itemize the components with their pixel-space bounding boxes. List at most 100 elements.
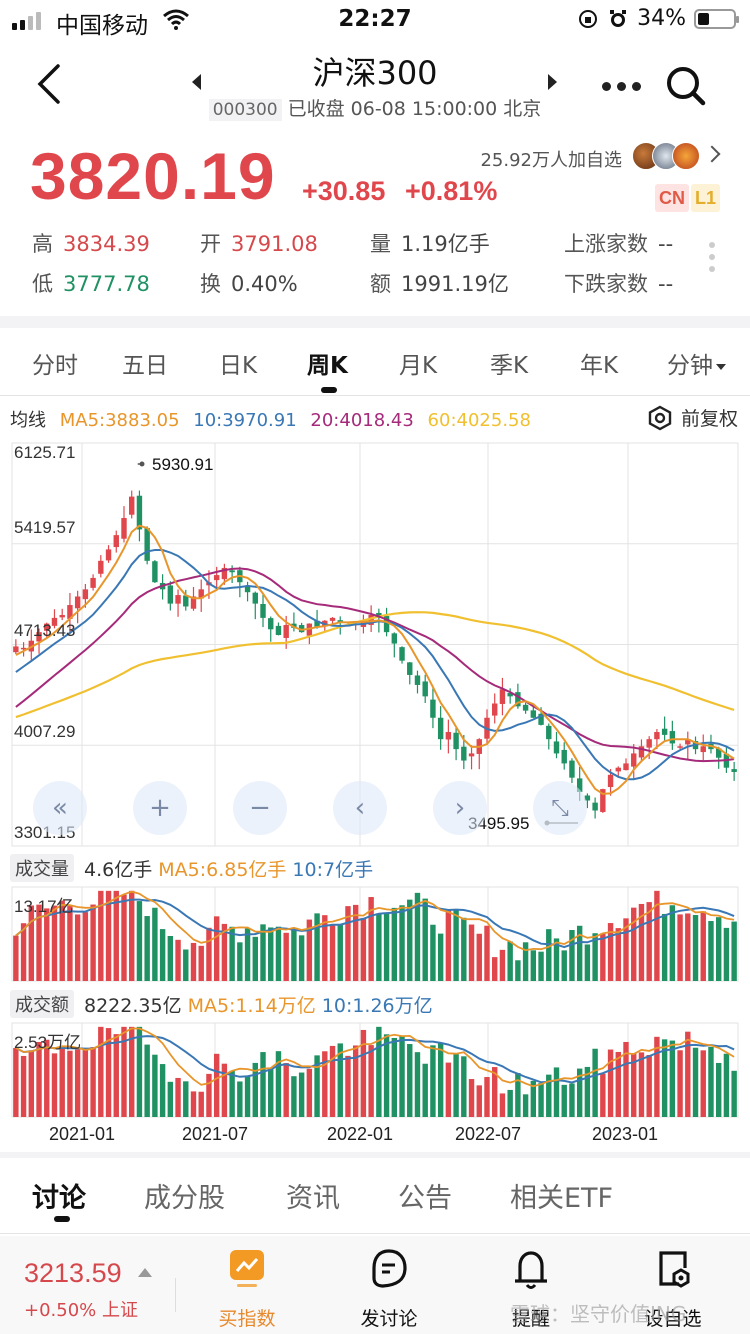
volume-chart[interactable] — [0, 886, 750, 984]
section-divider — [0, 1152, 750, 1158]
x-axis: 2021-01 2021-07 2022-01 2022-07 2023-01 — [0, 1124, 750, 1150]
active-tab-indicator — [54, 1216, 70, 1222]
tab-monthly-k[interactable]: 月K — [399, 353, 438, 379]
amount-chart[interactable] — [0, 1022, 750, 1120]
add-watchlist-label: 设自选 — [644, 1308, 702, 1330]
level-badge-l1: L1 — [691, 184, 721, 212]
volume-ma10: 10:7亿手 — [292, 858, 374, 881]
next-stock-button[interactable] — [548, 74, 557, 90]
amount-legend: 成交额 8222.35亿 MA5:1.14万亿 10:1.26万亿 — [10, 990, 439, 1018]
double-chevron-left-icon: « — [52, 793, 68, 823]
ma60-value: 60:4025.58 — [427, 410, 531, 431]
tab-weekly-k[interactable]: 周K — [307, 353, 348, 379]
tab-constituents[interactable]: 成分股 — [144, 1183, 225, 1214]
expand-stats-icon[interactable] — [709, 242, 715, 272]
adjust-label: 前复权 — [680, 408, 738, 430]
volume-tag[interactable]: 成交量 — [10, 854, 74, 882]
alert-label: 提醒 — [511, 1308, 550, 1330]
sh-index-price[interactable]: 3213.59 — [24, 1258, 122, 1288]
divider — [175, 1278, 176, 1312]
tab-five-day[interactable]: 五日 — [122, 353, 168, 379]
alert-button[interactable]: 提醒 — [476, 1248, 586, 1331]
amount-value: 8222.35亿 — [84, 994, 182, 1017]
tab-quarterly-k[interactable]: 季K — [490, 353, 529, 379]
amount-ma5: MA5:1.14万亿 — [187, 994, 316, 1017]
page-title: 沪深300 — [312, 54, 438, 92]
fullscreen-button[interactable]: ⤡ — [533, 781, 587, 835]
stat-advancers: 上涨家数 -- — [564, 232, 674, 256]
x-tick: 2021-07 — [181, 1124, 249, 1144]
prev-button[interactable]: ‹ — [333, 781, 387, 835]
followers-count[interactable]: 25.92万人加自选 — [480, 150, 622, 171]
caret-down-icon — [716, 363, 726, 370]
tab-yearly-k[interactable]: 年K — [580, 353, 619, 379]
stat-amount: 额 1991.19亿 — [370, 272, 509, 296]
section-divider — [0, 316, 750, 328]
tab-intraday[interactable]: 分时 — [32, 353, 78, 379]
price-change: +30.85 — [302, 176, 386, 206]
chevron-right-icon[interactable] — [703, 145, 721, 163]
nav-header: 沪深300 000300 已收盘 06-08 15:00:00 北京 — [0, 44, 750, 126]
price-change-pct: +0.81% — [405, 176, 498, 206]
content-tabs: 讨论 成分股 资讯 公告 相关ETF — [0, 1160, 750, 1234]
post-discussion-button[interactable]: 发讨论 — [334, 1248, 444, 1331]
adjust-toggle[interactable]: 前复权 — [647, 404, 738, 431]
battery-percent: 34% — [637, 6, 686, 31]
battery-icon — [694, 8, 739, 29]
ma10-value: 10:3970.91 — [193, 410, 297, 431]
alarm-icon — [610, 9, 627, 27]
ma-legend-title: 均线 — [10, 410, 46, 431]
market-badge-cn: CN — [655, 184, 689, 212]
y-tick: 6125.71 — [14, 443, 76, 462]
tab-minute[interactable]: 分钟 — [667, 346, 726, 380]
avatar — [672, 142, 700, 170]
candlestick-chart[interactable] — [0, 440, 750, 850]
follower-avatars[interactable] — [632, 142, 700, 170]
wifi-icon — [163, 9, 189, 30]
stat-high: 高 3834.39 — [32, 232, 150, 256]
x-tick: 2022-01 — [326, 1124, 394, 1144]
signal-icon — [12, 12, 41, 30]
rotation-lock-icon — [579, 9, 598, 28]
prev-stock-button[interactable] — [192, 74, 201, 90]
expand-icon: ⤡ — [551, 795, 569, 821]
ma20-value: 20:4018.43 — [310, 410, 414, 431]
x-tick: 2023-01 — [591, 1124, 659, 1144]
zoom-in-button[interactable]: + — [133, 781, 187, 835]
more-menu-icon[interactable] — [602, 82, 641, 91]
search-icon[interactable] — [664, 64, 708, 108]
y-tick: 5419.57 — [14, 518, 76, 537]
stat-volume: 量 1.19亿手 — [370, 232, 490, 256]
buy-index-label: 买指数 — [218, 1308, 276, 1330]
tab-news[interactable]: 资讯 — [286, 1183, 340, 1214]
period-tabs: 分时 五日 日K 周K 月K 季K 年K 分钟 — [0, 330, 750, 396]
add-watchlist-button[interactable]: 设自选 — [618, 1248, 728, 1331]
tab-discussion[interactable]: 讨论 — [32, 1183, 86, 1214]
tab-related-etf[interactable]: 相关ETF — [510, 1183, 614, 1214]
zoom-out-button[interactable]: − — [233, 781, 287, 835]
tab-announcements[interactable]: 公告 — [398, 1183, 452, 1214]
next-button[interactable]: › — [433, 781, 487, 835]
chevron-right-icon: › — [454, 793, 466, 823]
watermark: 雪球：坚守价值ING — [510, 1302, 687, 1326]
back-button[interactable] — [32, 62, 66, 106]
bell-icon — [515, 1251, 547, 1289]
fast-back-button[interactable]: « — [33, 781, 87, 835]
up-triangle-icon — [138, 1268, 152, 1277]
market-status: 000300 已收盘 06-08 15:00:00 北京 — [0, 94, 750, 121]
stat-low: 低 3777.78 — [32, 272, 150, 296]
buy-index-button[interactable]: 买指数 — [192, 1248, 302, 1331]
market-status-text: 已收盘 06-08 15:00:00 北京 — [287, 98, 542, 120]
active-tab-indicator — [321, 387, 337, 393]
settings-hex-icon — [648, 405, 672, 430]
volume-max-label: 13.17亿 — [14, 897, 74, 916]
amount-tag[interactable]: 成交额 — [10, 990, 74, 1018]
volume-legend: 成交量 4.6亿手 MA5:6.85亿手 10:7亿手 — [10, 854, 379, 882]
tab-daily-k[interactable]: 日K — [219, 353, 258, 379]
chevron-left-icon: ‹ — [354, 793, 366, 823]
amount-ma10: 10:1.26万亿 — [321, 994, 433, 1017]
status-bar: 中国移动 22:27 34% — [0, 0, 750, 40]
ma5-value: MA5:3883.05 — [59, 410, 180, 431]
minus-icon: − — [249, 793, 271, 823]
amount-max-label: 2.53万亿 — [14, 1033, 82, 1052]
